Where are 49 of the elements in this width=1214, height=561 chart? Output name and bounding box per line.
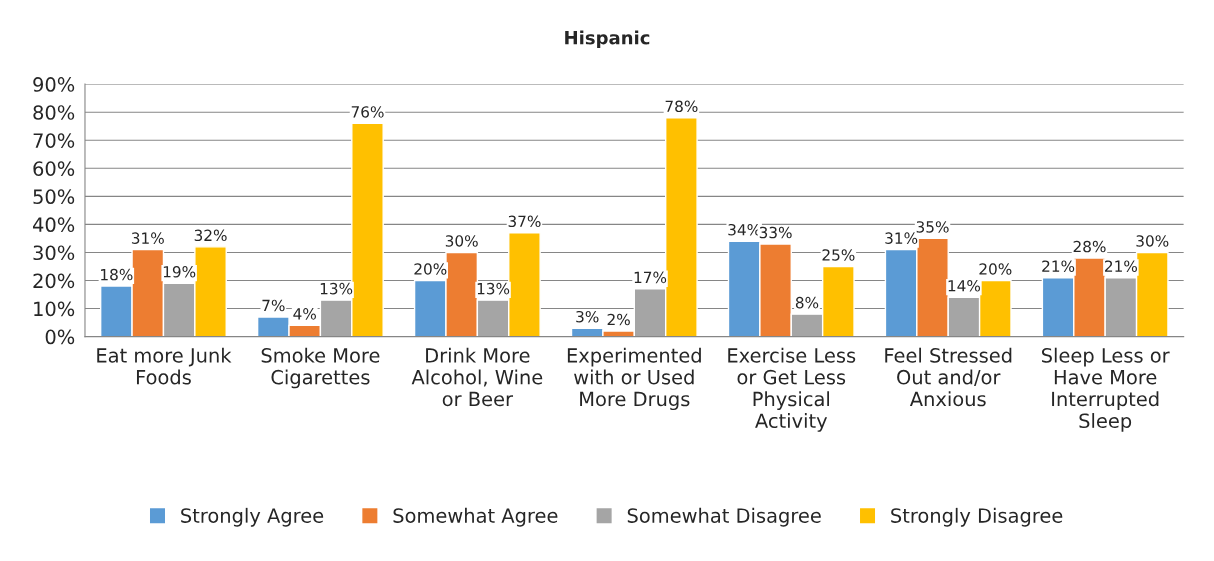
- data-label: 32%: [194, 229, 227, 242]
- data-label: 30%: [1136, 235, 1169, 247]
- data-label: 28%: [1073, 240, 1106, 253]
- data-label: 20%: [979, 263, 1012, 275]
- data-label: 25%: [822, 249, 855, 261]
- x-tick-label: Sleep Less or Have More Interrupted Sleep: [1041, 347, 1170, 432]
- data-label: 8%: [795, 296, 819, 309]
- data-label: 4%: [293, 308, 316, 320]
- data-label: 7%: [262, 299, 285, 312]
- legend-label: Somewhat Agree: [393, 507, 558, 527]
- data-label: 76%: [351, 106, 384, 118]
- data-label: 37%: [508, 215, 541, 228]
- data-label: 31%: [131, 232, 164, 244]
- data-label: 78%: [665, 100, 698, 113]
- data-label: 2%: [607, 313, 630, 326]
- x-tick-label: Drink More Alcohol, Wine or Beer: [411, 347, 543, 407]
- legend-label: Somewhat Disagree: [627, 507, 821, 527]
- chart-title: Hispanic: [565, 30, 650, 49]
- data-label: 14%: [948, 280, 981, 292]
- x-tick-label: Experimented with or Used More Drugs: [567, 347, 701, 411]
- data-label: 13%: [320, 282, 353, 295]
- y-tick-label: 90%: [33, 77, 75, 92]
- legend-label: Strongly Disagree: [891, 507, 1063, 527]
- y-tick-label: 30%: [33, 245, 75, 261]
- data-label: 33%: [759, 226, 792, 239]
- data-label: 13%: [477, 282, 510, 295]
- x-tick-label: Exercise Less or Get Less Physical Activity: [728, 347, 856, 432]
- data-label: 18%: [101, 268, 133, 281]
- legend-label: Strongly Agree: [181, 507, 324, 527]
- y-tick-label: 80%: [33, 105, 75, 120]
- y-tick-label: 60%: [33, 161, 75, 176]
- y-tick-label: 20%: [33, 273, 75, 289]
- x-tick-label: Feel Stressed Out and/or Anxious: [885, 347, 1012, 407]
- y-tick-label: 50%: [33, 189, 75, 205]
- data-label: 35%: [916, 221, 949, 233]
- data-label: 20%: [414, 263, 447, 275]
- data-label: 31%: [885, 232, 918, 244]
- data-label: 17%: [634, 271, 667, 284]
- y-tick-label: 40%: [32, 217, 75, 233]
- data-label: 21%: [1042, 260, 1075, 272]
- data-label: 30%: [445, 235, 478, 247]
- y-tick-label: 0%: [45, 329, 75, 345]
- x-tick-label: Eat more Junk Foods: [97, 347, 232, 385]
- x-tick-label: Smoke More Cigarettes: [261, 347, 380, 389]
- data-label: 21%: [1105, 260, 1137, 272]
- y-tick-label: 70%: [33, 133, 75, 148]
- y-tick-label: 10%: [34, 301, 75, 317]
- data-label: 3%: [576, 310, 599, 323]
- data-label: 19%: [163, 266, 196, 278]
